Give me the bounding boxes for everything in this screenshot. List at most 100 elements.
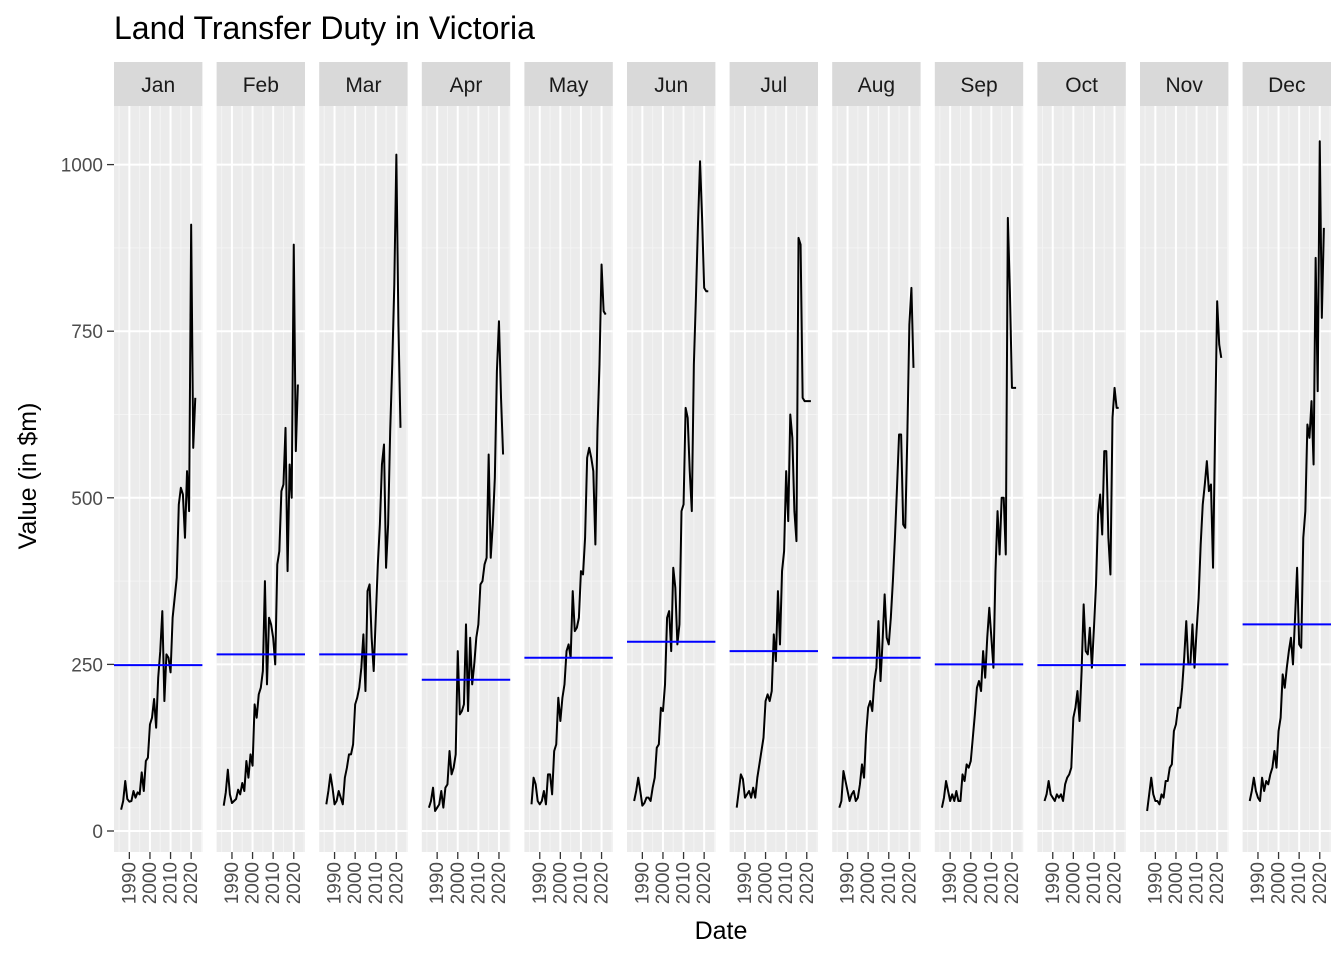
x-tick-label: 2020 — [284, 862, 305, 904]
grid-lines — [524, 106, 613, 852]
x-tick-label: 2000 — [243, 862, 264, 904]
x-tick-label: 1990 — [119, 862, 140, 904]
facet-panel-aug: Aug 1990 2000 2010 2020 — [832, 62, 921, 904]
grid-lines — [421, 106, 511, 852]
x-tick-label: 1990 — [632, 862, 653, 904]
facet-strip — [216, 62, 305, 106]
x-tick-label: 2000 — [550, 862, 571, 904]
facet-strip-label: Apr — [450, 74, 483, 97]
x-tick-label: 1990 — [735, 862, 756, 904]
x-tick-label: 2010 — [1289, 862, 1310, 904]
x-tick-label: 1990 — [427, 862, 448, 904]
x-axis-title: Date — [695, 917, 748, 945]
series-line-feb — [222, 243, 299, 806]
panel-background — [319, 106, 408, 852]
facet-panel-sep: Sep 1990 2000 2010 2020 — [934, 62, 1024, 904]
facet-panel-dec: Dec 1990 2000 2010 2020 — [1242, 62, 1331, 904]
facet-strip — [524, 62, 613, 106]
grid-lines — [319, 106, 408, 852]
facet-strip-label: Dec — [1268, 74, 1305, 97]
x-tick-label: 2020 — [1310, 862, 1331, 904]
facet-strip-label: Mar — [345, 74, 381, 97]
facet-strip — [1242, 62, 1331, 106]
series-line-apr — [427, 320, 505, 813]
x-tick-label: 2010 — [571, 862, 592, 904]
facet-strip — [729, 62, 818, 106]
x-tick-label: 1990 — [530, 862, 551, 904]
facet-panel-jan: Jan 1990 2000 2010 2020 — [114, 62, 203, 904]
facet-panel-nov: Nov 1990 2000 2010 2020 — [1140, 62, 1229, 904]
x-tick-label: 2020 — [1207, 862, 1228, 904]
x-tick-label: 1990 — [1145, 862, 1166, 904]
x-tick-label: 2010 — [879, 862, 900, 904]
facet-strip-label: Jul — [760, 74, 787, 97]
facet-strip — [832, 62, 921, 106]
x-tick-label: 2020 — [181, 862, 202, 904]
series-line-may — [530, 263, 607, 806]
grid-lines — [216, 106, 305, 852]
x-tick-label: 2020 — [694, 862, 715, 904]
series-line-sep — [940, 216, 1017, 808]
y-tick-label: 1000 — [61, 156, 103, 177]
x-tick-label: 2000 — [961, 862, 982, 904]
y-tick-label: 750 — [71, 322, 103, 343]
y-tick-label: 500 — [71, 489, 103, 510]
facet-panel-jun: Jun 1990 2000 2010 2020 — [627, 62, 716, 904]
x-tick-label: 2020 — [592, 862, 613, 904]
facet-strip-label: Nov — [1166, 74, 1204, 97]
grid-lines — [934, 106, 1024, 852]
x-tick-label: 2000 — [140, 862, 161, 904]
x-tick-label: 2010 — [366, 862, 387, 904]
x-tick-label: 2010 — [674, 862, 695, 904]
x-tick-label: 2020 — [1105, 862, 1126, 904]
facet-strip-label: Jun — [654, 74, 688, 97]
x-tick-label: 2000 — [1269, 862, 1290, 904]
facet-panel-mar: Mar 1990 2000 2010 2020 — [319, 62, 408, 904]
y-axis: 0 250 500 750 1000 — [61, 156, 114, 843]
facet-strip-label: May — [549, 74, 589, 97]
facet-strip — [1037, 62, 1126, 106]
facet-strip-label: Aug — [858, 74, 895, 97]
x-tick-label: 2000 — [653, 862, 674, 904]
x-tick-label: 2010 — [981, 862, 1002, 904]
x-tick-label: 2010 — [468, 862, 489, 904]
x-tick-label: 2020 — [1002, 862, 1023, 904]
panel-background — [524, 106, 613, 852]
panel-background — [1242, 106, 1331, 852]
x-tick-label: 2010 — [776, 862, 797, 904]
x-tick-label: 1990 — [940, 862, 961, 904]
y-tick-label: 250 — [71, 655, 103, 676]
x-tick-label: 1990 — [1248, 862, 1269, 904]
x-tick-label: 2020 — [386, 862, 407, 904]
panel-background — [729, 106, 818, 852]
facet-panel-apr: Apr 1990 2000 2010 2020 — [421, 62, 511, 904]
series-line-aug — [838, 286, 915, 808]
x-tick-label: 2010 — [263, 862, 284, 904]
panel-background — [934, 106, 1024, 852]
y-tick-label: 0 — [92, 822, 103, 843]
facet-strip-label: Jan — [141, 74, 175, 97]
facet-strip — [319, 62, 408, 106]
grid-lines — [1140, 106, 1229, 852]
facet-strip — [627, 62, 716, 106]
series-line-jan — [120, 223, 197, 810]
x-tick-label: 2000 — [1063, 862, 1084, 904]
series-line-oct — [1043, 386, 1119, 803]
facet-panel-jul: Jul 1990 2000 2010 2020 — [729, 62, 818, 904]
x-tick-label: 1990 — [1043, 862, 1064, 904]
chart-title: Land Transfer Duty in Victoria — [114, 10, 535, 46]
facet-strip-label: Oct — [1065, 74, 1098, 97]
series-line-dec — [1248, 140, 1325, 803]
x-tick-label: 1990 — [222, 862, 243, 904]
series-line-jul — [735, 236, 811, 808]
series-line-jun — [633, 160, 709, 807]
grid-lines — [832, 106, 921, 852]
x-tick-label: 2010 — [161, 862, 182, 904]
x-tick-label: 2000 — [448, 862, 469, 904]
facet-strip — [421, 62, 511, 106]
series-line-nov — [1146, 300, 1223, 812]
x-tick-label: 1990 — [838, 862, 859, 904]
x-tick-label: 2020 — [797, 862, 818, 904]
x-tick-label: 2010 — [1084, 862, 1105, 904]
